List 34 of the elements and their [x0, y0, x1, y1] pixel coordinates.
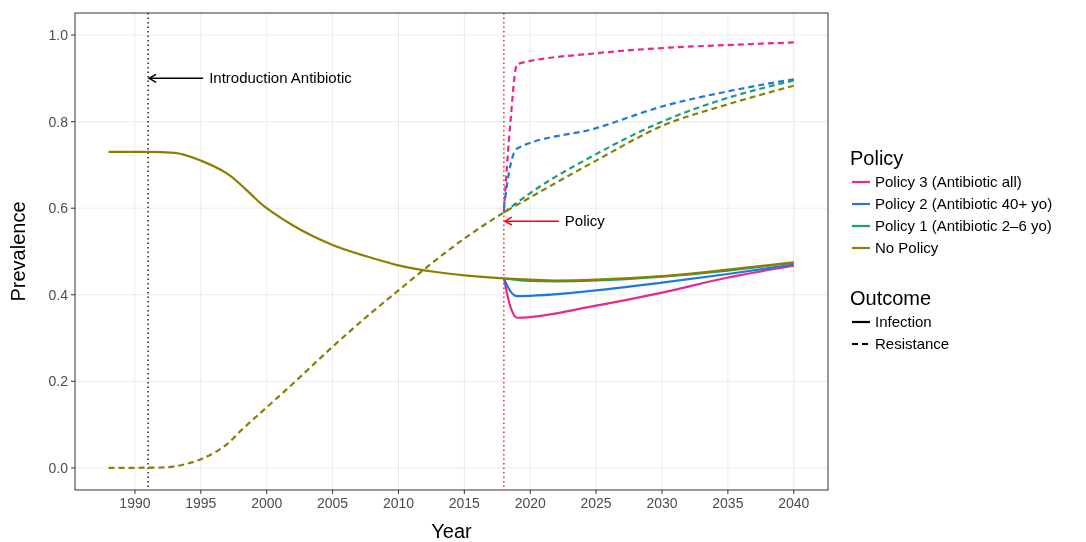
- x-tick-label: 2035: [712, 495, 744, 511]
- y-tick-label: 0.0: [48, 459, 69, 476]
- x-tick-label: 2040: [778, 495, 810, 511]
- legend-label: No Policy: [875, 239, 939, 256]
- y-axis-title: Prevalence: [7, 201, 29, 302]
- x-axis-title: Year: [431, 520, 473, 542]
- legend-title: Policy: [850, 147, 904, 169]
- text: Outcome: [850, 287, 932, 309]
- line-series: [107, 84, 795, 470]
- line-series: [502, 261, 795, 283]
- x-tick-label: 2000: [251, 495, 283, 511]
- x-tick-label: 1995: [185, 495, 217, 511]
- line-series: [502, 264, 795, 319]
- annotation: Policy: [564, 212, 606, 230]
- annotation: Introduction Antibiotic: [209, 69, 353, 87]
- x-tick-label: 2015: [448, 495, 481, 511]
- text: Resistance: [875, 335, 950, 352]
- line-series: [502, 41, 795, 213]
- x-tick-label: 2025: [580, 495, 612, 511]
- y-tick-label: 0.4: [48, 286, 69, 303]
- y-tick-label: 0.8: [48, 113, 69, 130]
- x-tick-label: 1990: [119, 495, 151, 511]
- line-series: [502, 263, 795, 298]
- legend-label: Policy 1 (Antibiotic 2–6 yo): [875, 217, 1052, 234]
- x-tick-label: 2005: [317, 495, 349, 511]
- x-tick-label: 2010: [382, 495, 415, 511]
- x-tick-label: 2020: [514, 495, 547, 511]
- legend-label: Policy 2 (Antibiotic 40+ yo): [875, 195, 1053, 212]
- y-tick-label: 0.6: [48, 200, 69, 217]
- y-tick-label: 1.0: [48, 27, 69, 44]
- x-tick-label: 2030: [646, 495, 678, 511]
- y-tick-label: 0.2: [48, 373, 69, 390]
- text: Infection: [875, 313, 932, 330]
- legend-label: Policy 3 (Antibiotic all): [875, 173, 1022, 190]
